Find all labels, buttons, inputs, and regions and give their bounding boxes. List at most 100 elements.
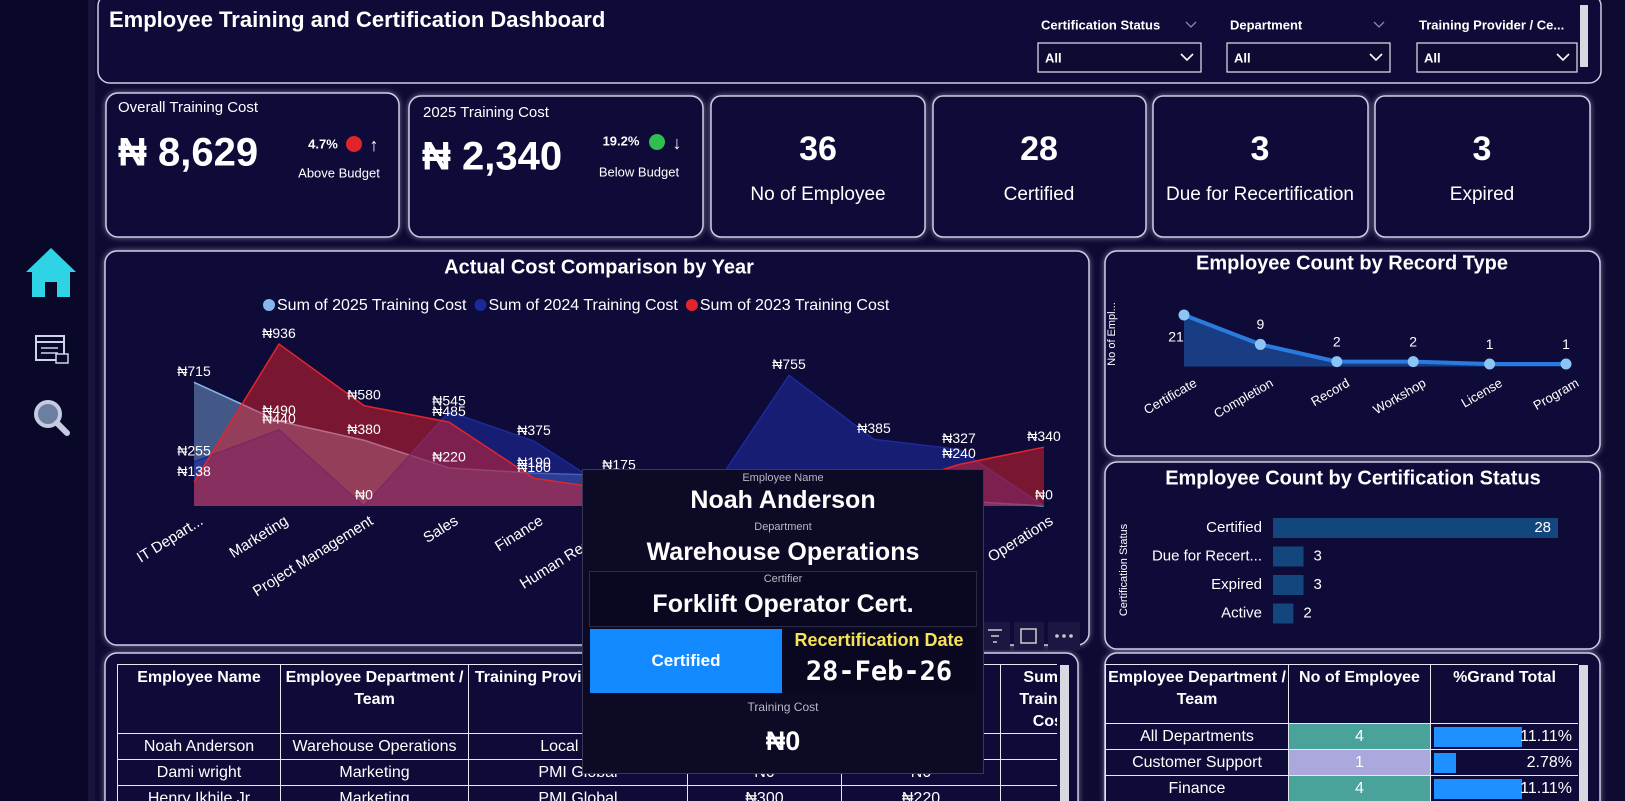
- focus-button[interactable]: [1014, 622, 1044, 650]
- y-tick-label: Certified: [1206, 519, 1262, 536]
- legend-marker: [263, 299, 275, 311]
- dropdown-chevron: [1369, 53, 1383, 62]
- kpi-card: [105, 92, 400, 238]
- chart-title: Employee Count by Record Type: [1196, 252, 1508, 274]
- tooltip-label: Training Cost: [747, 700, 819, 714]
- legend-label: Sum of 2025 Training Cost: [277, 297, 467, 314]
- table-cell: Marketing: [280, 759, 469, 786]
- scrollbar[interactable]: [1580, 5, 1588, 67]
- data-label: 2: [1303, 604, 1311, 621]
- percent-cell: 11.11%: [1430, 775, 1578, 801]
- count-label: No of Employee: [750, 184, 885, 205]
- count-value: 3: [1251, 130, 1270, 168]
- search-icon-lens: [34, 400, 62, 428]
- filter-label: Training Provider / Ce...: [1419, 17, 1564, 32]
- data-label: 2: [1409, 333, 1417, 349]
- data-label: ₦936: [262, 325, 296, 341]
- y-tick-label: Expired: [1211, 576, 1262, 593]
- chart-title: Actual Cost Comparison by Year: [444, 256, 754, 278]
- search-icon[interactable]: [34, 400, 70, 436]
- tooltip-label: Employee Name: [742, 472, 824, 484]
- recert-label: Recertification Date: [794, 630, 964, 650]
- line: [1183, 313, 1566, 367]
- more-dot: [1069, 634, 1073, 638]
- filter-dropdown[interactable]: [1226, 42, 1391, 73]
- home-icon[interactable]: [26, 248, 76, 297]
- table-row: Customer Support 1 2.78%: [1105, 749, 1578, 776]
- data-label: ₦255: [177, 443, 211, 459]
- count-label: Expired: [1450, 184, 1514, 205]
- filter-label: Department: [1230, 17, 1303, 32]
- data-label: 1: [1562, 336, 1570, 352]
- marker: [1331, 356, 1343, 368]
- filter-chevron: [1373, 21, 1385, 28]
- tooltip-value: Noah Anderson: [690, 486, 876, 514]
- percent-text: 2.78%: [1526, 753, 1572, 771]
- count-cell: 4: [1288, 723, 1431, 750]
- bar: [1273, 603, 1294, 624]
- count-cell: 1: [1288, 749, 1431, 776]
- percent-cell: 2.78%: [1430, 749, 1578, 776]
- certifier-box: [589, 571, 977, 627]
- dropdown-chevron: [1556, 53, 1570, 62]
- filter-dropdown[interactable]: [1416, 42, 1578, 73]
- kpi-arrow: ↓: [673, 133, 682, 153]
- data-bar: [1434, 753, 1456, 773]
- scrollbar[interactable]: [1579, 665, 1588, 801]
- table-cell: [1000, 759, 1057, 786]
- data-label: ₦327: [942, 430, 976, 446]
- data-label: ₦190: [517, 454, 551, 470]
- bar: [1273, 518, 1558, 538]
- bar: [1273, 575, 1304, 595]
- data-label: ₦440: [262, 411, 296, 427]
- table-cell: Marketing: [280, 785, 469, 801]
- table-cell: [1000, 733, 1057, 760]
- marker: [1484, 358, 1496, 370]
- data-label: 28: [1534, 519, 1551, 536]
- data-label: ₦375: [517, 422, 551, 438]
- recert-date: 28-Feb-26: [805, 656, 953, 687]
- scrollbar[interactable]: [1060, 665, 1069, 801]
- y-tick-label: Active: [1221, 604, 1262, 621]
- column-header: %Grand Total: [1430, 664, 1578, 724]
- bar: [1273, 546, 1304, 567]
- count-value: 36: [799, 130, 837, 168]
- visual-toolbar: [980, 622, 1080, 650]
- column-header: No of Employee: [1288, 664, 1431, 724]
- count-card: [1152, 95, 1369, 238]
- recert-box: [782, 629, 976, 693]
- percent-text: 11.11%: [1520, 727, 1572, 745]
- dropdown-chevron: [1180, 53, 1194, 62]
- data-label: ₦485: [432, 403, 466, 419]
- department-table-wrap: Employee Department / Team No of Employee…: [1105, 664, 1578, 801]
- data-label: 3: [1314, 576, 1322, 593]
- column-header: Employee Name: [117, 664, 281, 734]
- more-dot: [1062, 634, 1066, 638]
- data-label: 2: [1333, 333, 1341, 349]
- area: [194, 344, 1044, 506]
- data-label: 1: [1486, 336, 1494, 352]
- sidebar-edge: [88, 0, 95, 801]
- table-cell: Noah Anderson: [117, 733, 281, 760]
- data-label: ₦380: [347, 421, 381, 437]
- filter-value: All: [1234, 50, 1251, 65]
- kpi-status: Above Budget: [298, 165, 380, 180]
- more-dot: [1055, 634, 1059, 638]
- y-axis-title: Certification Status: [1118, 523, 1130, 616]
- status-dot: [346, 136, 362, 152]
- kpi-value: ₦ 8,629: [118, 131, 258, 175]
- report-icon-frame: [35, 335, 65, 361]
- filter-chevron: [1185, 21, 1197, 28]
- count-card: [932, 95, 1147, 238]
- table-row: All Departments 4 11.11%: [1105, 723, 1578, 750]
- report-icon-monitor: [55, 353, 69, 364]
- data-label: ₦580: [347, 386, 381, 402]
- filter-dropdown[interactable]: [1037, 42, 1202, 73]
- tooltip-value: Forklift Operator Cert.: [652, 590, 914, 618]
- report-icon[interactable]: [35, 335, 69, 364]
- tooltip-label: Department: [754, 521, 812, 533]
- table-cell: All Departments: [1105, 723, 1289, 750]
- chart-panel: [1104, 250, 1601, 457]
- legend-label: Sum of 2024 Training Cost: [488, 297, 678, 314]
- data-label: ₦240: [942, 445, 976, 461]
